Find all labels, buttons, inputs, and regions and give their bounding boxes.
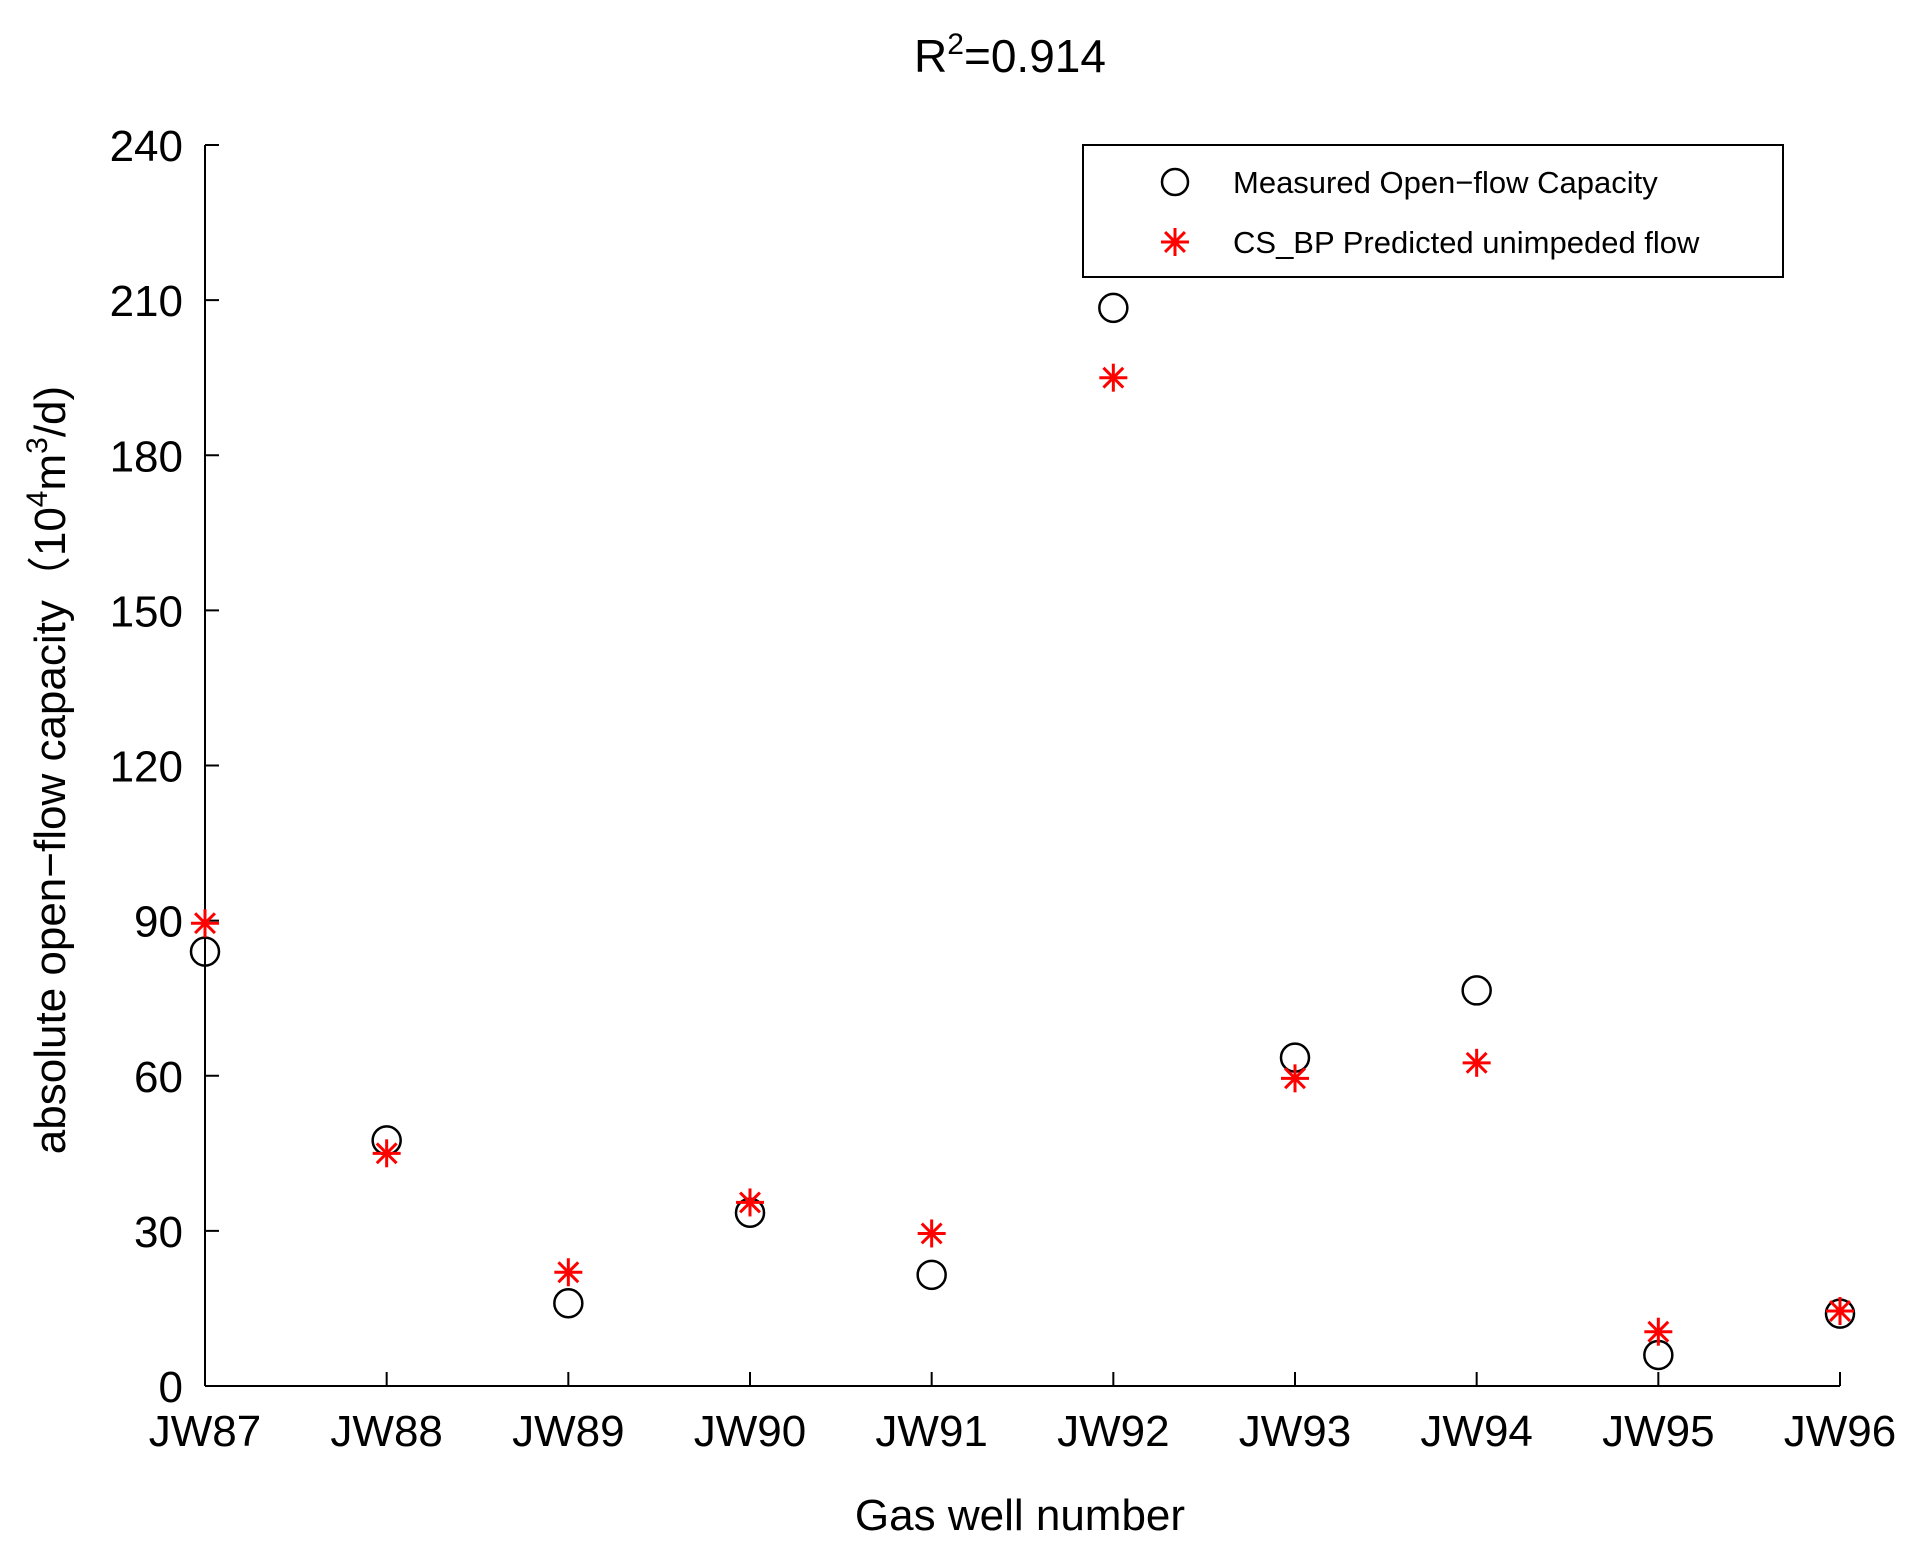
predicted-point (1644, 1317, 1673, 1346)
y-axis-label: absolute open−flow capacity（104m3/d) (21, 386, 75, 1154)
measured-point (189, 936, 221, 967)
legend-box (1082, 144, 1784, 278)
x-tick-label: JW90 (694, 1407, 806, 1456)
legend-label-predicted: CS_BP Predicted unimpeded flow (1233, 225, 1700, 260)
x-tick-label: JW88 (330, 1407, 442, 1456)
legend-marker-predicted (1161, 228, 1189, 256)
y-tick-label: 30 (134, 1208, 183, 1257)
y-tick-label: 210 (110, 277, 183, 326)
x-tick-label: JW92 (1057, 1407, 1169, 1456)
y-tick-label: 60 (134, 1053, 183, 1102)
x-tick-label: JW94 (1420, 1407, 1532, 1456)
predicted-point (1826, 1297, 1854, 1326)
predicted-point (1099, 363, 1128, 392)
legend-label-measured: Measured Open−flow Capacity (1233, 165, 1658, 200)
chart-title: R2=0.914 (914, 28, 1106, 82)
x-tick-label: JW91 (875, 1407, 987, 1456)
predicted-point (917, 1219, 946, 1248)
axes (204, 145, 1840, 1387)
predicted-point (736, 1188, 764, 1217)
predicted-point (1462, 1048, 1491, 1077)
y-tick-label: 150 (110, 587, 183, 636)
y-tick-label: 90 (134, 898, 183, 947)
measured-point (1461, 975, 1492, 1006)
x-axis-ticks: JW87 JW88 JW89 JW90 JW91 JW92 JW93 JW94 JW95 JW96 (149, 1372, 1896, 1456)
x-tick-label: JW95 (1602, 1407, 1714, 1456)
x-axis-label: Gas well number (855, 1491, 1185, 1540)
predicted-point (372, 1139, 401, 1168)
x-tick-label: JW96 (1784, 1407, 1896, 1456)
legend-star-shape (1161, 228, 1189, 256)
x-tick-label: JW93 (1239, 1407, 1351, 1456)
measured-point (1098, 292, 1129, 324)
y-tick-label: 0 (159, 1363, 183, 1412)
x-tick-label: JW87 (149, 1407, 261, 1456)
data-marks (189, 292, 1856, 1371)
x-tick-label: JW89 (512, 1407, 624, 1456)
measured-point (916, 1259, 947, 1291)
legend-marker-measured (1160, 167, 1190, 197)
legend: Measured Open−flow Capacity CS_BP Predic… (1082, 144, 1784, 278)
y-axis-ticks: 0 30 60 90 120 150 180 210 240 (110, 122, 219, 1412)
predicted-point (191, 909, 219, 938)
y-tick-label: 240 (110, 122, 183, 171)
predicted-point (1281, 1064, 1309, 1093)
predicted-point (554, 1258, 583, 1287)
y-tick-label: 180 (110, 432, 183, 481)
y-tick-label: 120 (110, 743, 183, 792)
measured-point (553, 1288, 584, 1319)
